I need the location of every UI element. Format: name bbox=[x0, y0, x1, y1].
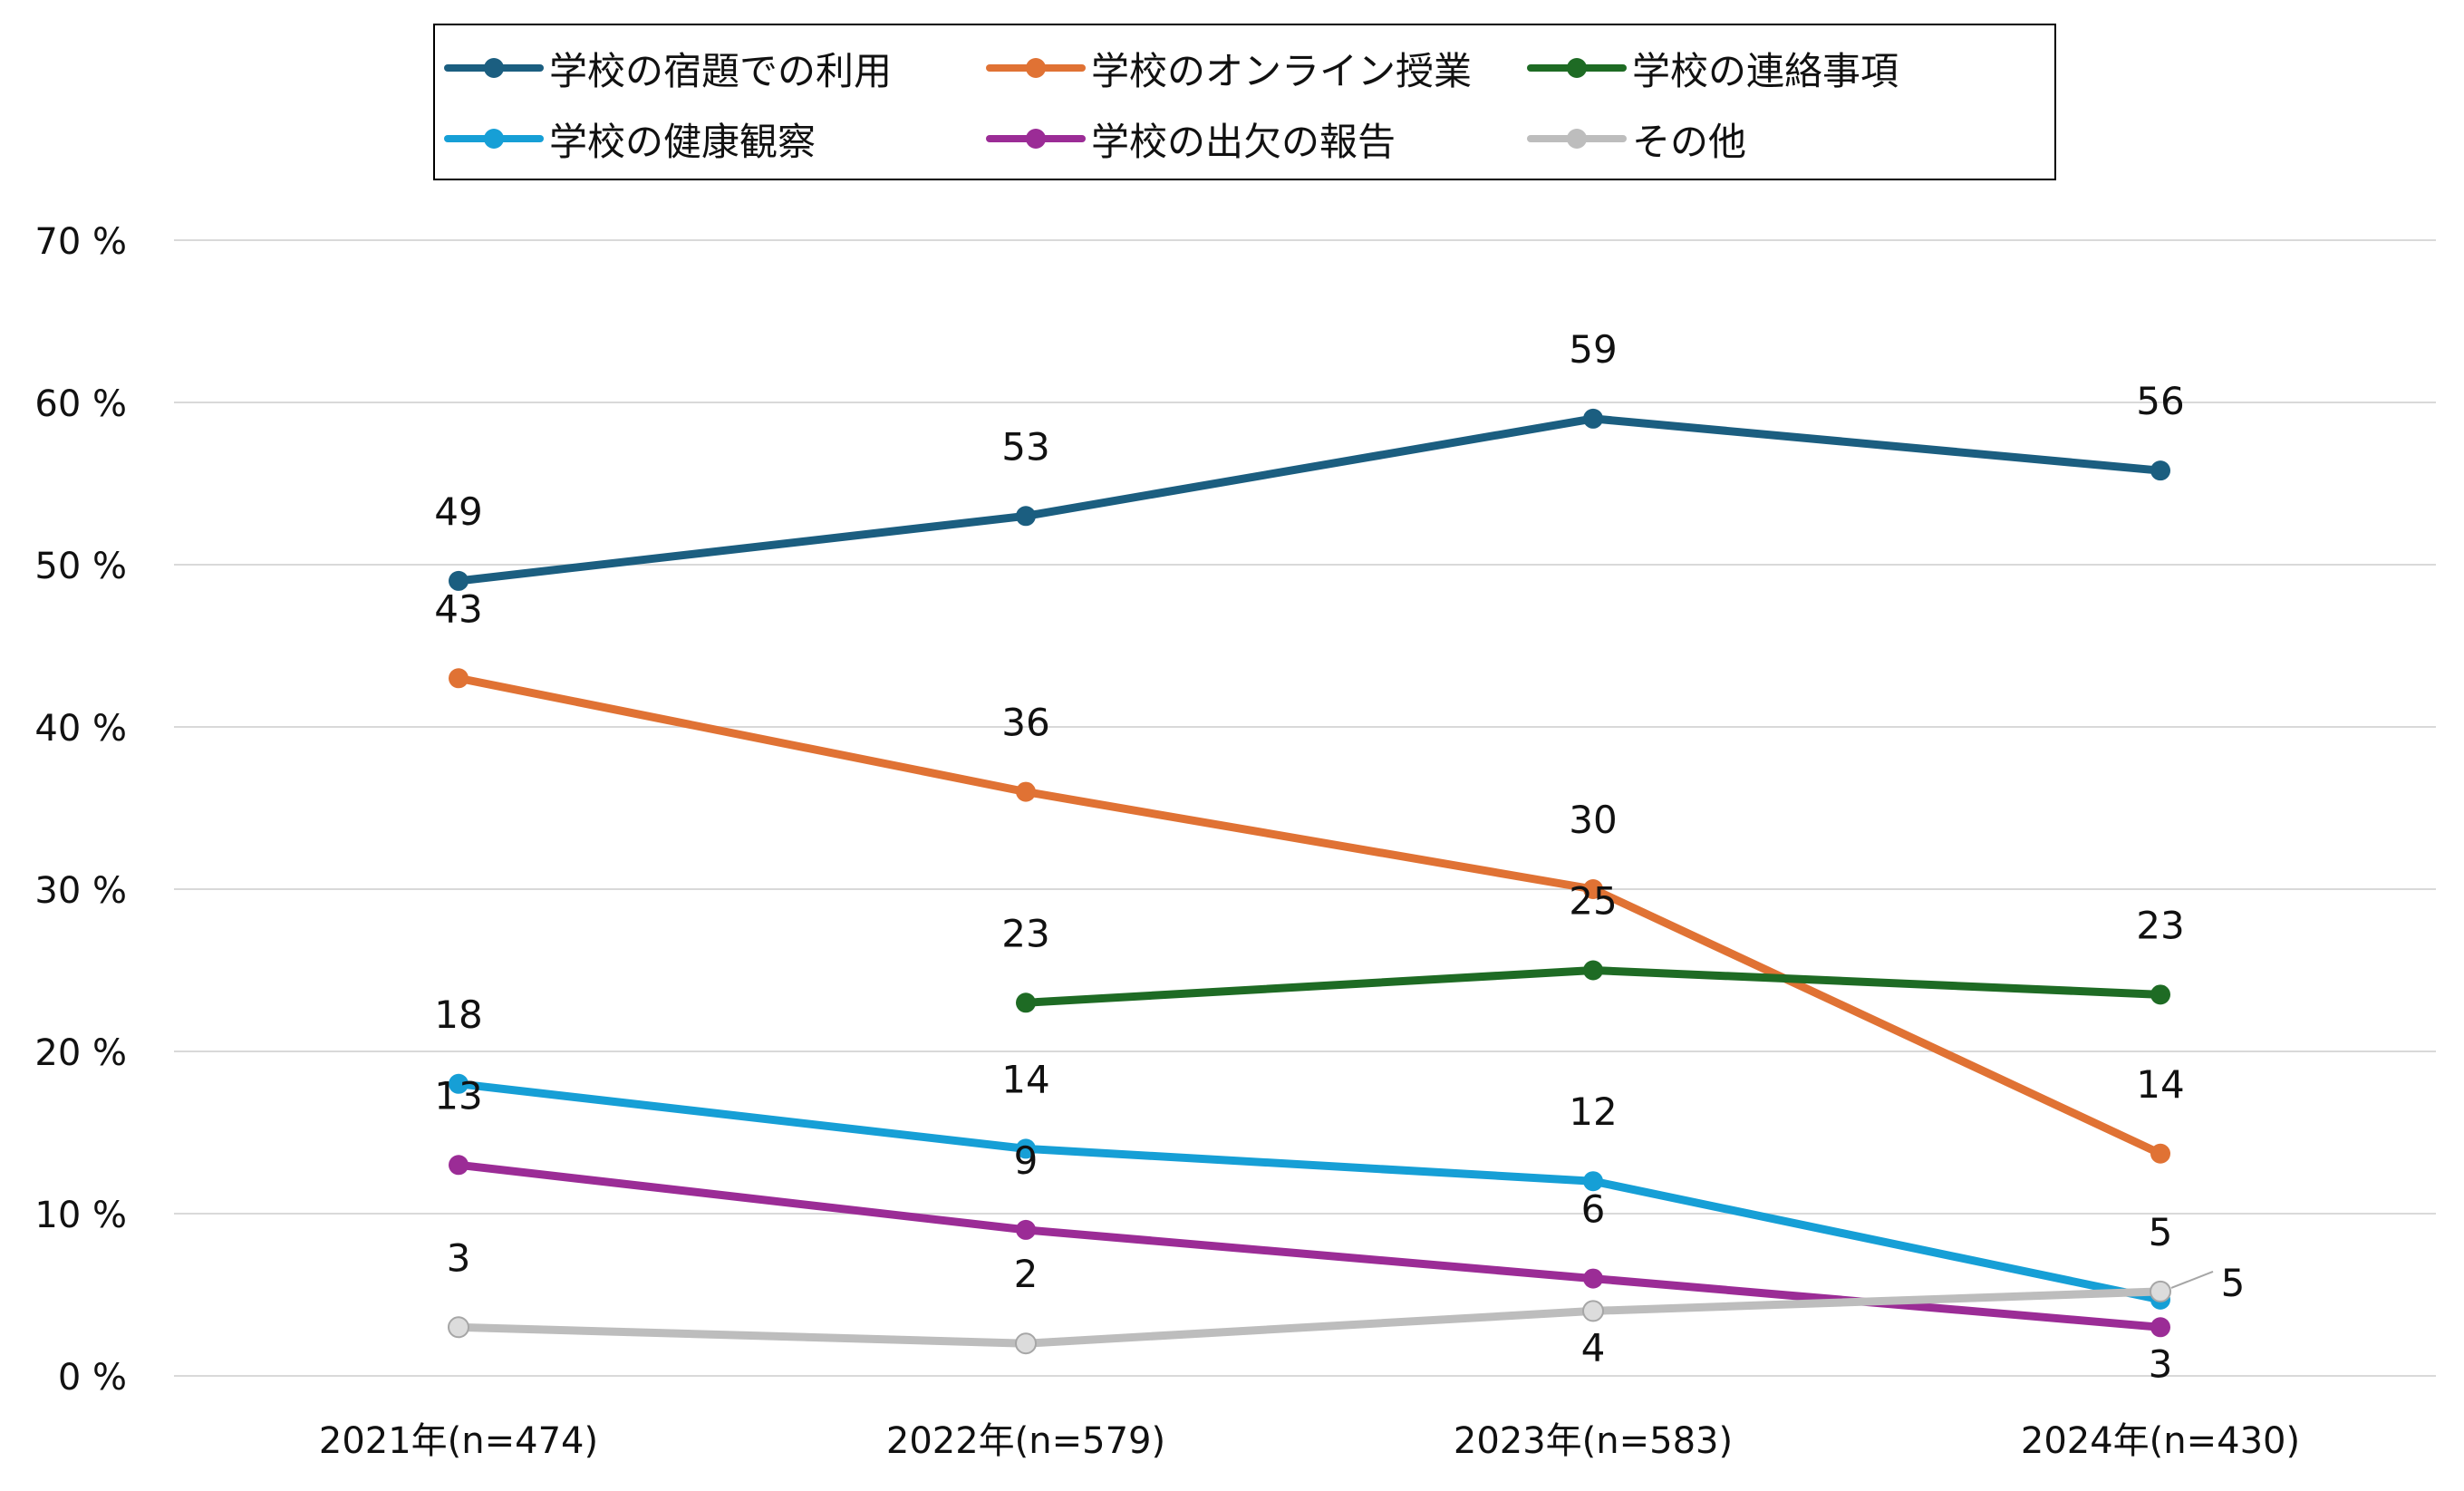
y-tick-label: 50 % bbox=[34, 546, 127, 587]
data-point bbox=[449, 1073, 469, 1094]
legend-label-other: その他 bbox=[1632, 119, 1747, 164]
data-label: 3 bbox=[2149, 1341, 2173, 1386]
data-label: 56 bbox=[2136, 379, 2184, 423]
label-leader-line bbox=[2170, 1270, 2214, 1289]
data-label: 53 bbox=[1001, 424, 1049, 469]
data-label: 36 bbox=[1001, 701, 1049, 745]
x-tick-label: 2024年(n=430) bbox=[2021, 1420, 2300, 1462]
data-label: 23 bbox=[2136, 903, 2184, 947]
legend-swatch-other bbox=[1527, 129, 1627, 149]
data-label: 3 bbox=[447, 1235, 471, 1280]
grid-lines bbox=[174, 239, 2436, 1377]
legend-swatch-online-class bbox=[986, 58, 1086, 78]
legend-label-announcements: 学校の連絡事項 bbox=[1632, 48, 1899, 93]
data-point bbox=[2150, 1143, 2170, 1164]
data-label: 23 bbox=[1001, 911, 1049, 955]
legend: 学校の宿題での利用 学校のオンライン授業 学校の連絡事項 学校の健康観察 学校の… bbox=[433, 24, 2056, 180]
data-point bbox=[2150, 1317, 2170, 1338]
legend-item-announcements: 学校の連絡事項 bbox=[1527, 32, 1899, 104]
data-point bbox=[2150, 1280, 2171, 1302]
y-tick-label: 40 % bbox=[34, 708, 127, 750]
y-tick-label: 60 % bbox=[34, 383, 127, 425]
legend-label-online-class: 学校のオンライン授業 bbox=[1091, 48, 1473, 93]
series-lines bbox=[454, 414, 2165, 1348]
data-point bbox=[1583, 1171, 1603, 1192]
data-point bbox=[1583, 1268, 1603, 1289]
legend-swatch-attendance bbox=[986, 129, 1086, 149]
data-label: 18 bbox=[434, 992, 482, 1037]
legend-swatch-health-check bbox=[444, 129, 544, 149]
data-label: 12 bbox=[1569, 1089, 1617, 1134]
series-markers bbox=[448, 408, 2171, 1355]
data-point bbox=[2150, 460, 2170, 481]
data-point bbox=[1015, 1332, 1037, 1355]
data-label: 49 bbox=[434, 489, 482, 534]
series-line bbox=[454, 414, 2165, 586]
y-tick-label: 0 % bbox=[58, 1357, 127, 1399]
series-line bbox=[454, 1287, 2165, 1348]
y-tick-label: 70 % bbox=[34, 221, 127, 263]
series-line bbox=[454, 1080, 2165, 1304]
data-label: 6 bbox=[1581, 1187, 1606, 1232]
data-point bbox=[449, 668, 469, 689]
y-tick-label: 30 % bbox=[34, 870, 127, 912]
legend-item-other: その他 bbox=[1527, 102, 1746, 175]
data-point bbox=[449, 1155, 469, 1176]
x-tick-label: 2021年(n=474) bbox=[319, 1420, 598, 1462]
series-line bbox=[454, 673, 2165, 1158]
data-label: 14 bbox=[1001, 1057, 1049, 1101]
x-tick-label: 2022年(n=579) bbox=[886, 1420, 1165, 1462]
data-point bbox=[1583, 879, 1603, 899]
legend-label-health-check: 学校の健康観察 bbox=[549, 119, 817, 164]
data-label: 43 bbox=[434, 586, 482, 631]
legend-item-attendance: 学校の出欠の報告 bbox=[986, 102, 1396, 175]
legend-swatch-announcements bbox=[1527, 58, 1627, 78]
legend-label-attendance: 学校の出欠の報告 bbox=[1091, 119, 1396, 164]
data-label: 25 bbox=[1569, 879, 1617, 924]
data-point bbox=[449, 570, 469, 591]
data-label: 59 bbox=[1569, 327, 1617, 372]
data-point bbox=[1016, 1219, 1036, 1240]
data-point bbox=[448, 1316, 469, 1339]
data-labels: 49 53 59 56 43 36 30 14 23 25 23 18 14 12 5 13 9 6 3 3 2 4 5 bbox=[434, 327, 2245, 1386]
data-point bbox=[1583, 408, 1603, 429]
data-label: 14 bbox=[2136, 1062, 2184, 1107]
data-point bbox=[1016, 1138, 1036, 1159]
data-label: 4 bbox=[1581, 1325, 1606, 1370]
data-point bbox=[1016, 506, 1036, 527]
data-label: 5 bbox=[2149, 1210, 2173, 1254]
legend-item-online-class: 学校のオンライン授業 bbox=[986, 32, 1472, 104]
x-axis-tick-labels: 2021年(n=474) 2022年(n=579) 2023年(n=583) 2024… bbox=[319, 1420, 2300, 1462]
data-point bbox=[1016, 781, 1036, 802]
data-label: 13 bbox=[434, 1073, 482, 1118]
legend-item-health-check: 学校の健康観察 bbox=[444, 102, 816, 175]
data-label: 5 bbox=[2221, 1261, 2246, 1305]
y-axis-tick-labels: 0 % 10 % 20 % 30 % 40 % 50 % 60 % 70 % bbox=[34, 221, 127, 1399]
y-tick-label: 20 % bbox=[34, 1032, 127, 1074]
x-tick-label: 2023年(n=583) bbox=[1454, 1420, 1733, 1462]
data-point bbox=[1016, 992, 1036, 1013]
legend-label-homework: 学校の宿題での利用 bbox=[549, 48, 893, 93]
y-tick-label: 10 % bbox=[34, 1195, 127, 1236]
data-point bbox=[2150, 984, 2170, 1005]
legend-item-homework: 学校の宿題での利用 bbox=[444, 32, 892, 104]
data-point bbox=[1582, 1300, 1604, 1322]
data-label: 30 bbox=[1569, 798, 1617, 842]
data-label: 2 bbox=[1014, 1252, 1039, 1296]
data-point bbox=[1583, 960, 1603, 981]
data-label: 9 bbox=[1014, 1138, 1039, 1183]
legend-swatch-homework bbox=[444, 58, 544, 78]
